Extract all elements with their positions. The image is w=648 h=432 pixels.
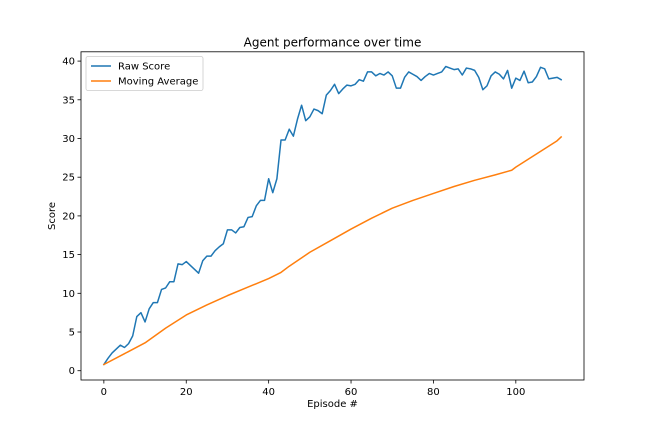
legend: Raw Score Moving Average — [85, 56, 204, 91]
x-tick-label: 60 — [345, 387, 358, 398]
y-tick-label: 25 — [62, 173, 75, 184]
y-tick-label: 40 — [62, 57, 75, 68]
x-tick-label: 80 — [427, 387, 440, 398]
y-tick-label: 0 — [69, 366, 75, 377]
y-tick-label: 35 — [62, 95, 75, 106]
y-axis: 0 5 10 15 20 25 30 35 40 — [62, 57, 81, 377]
plot-area — [102, 65, 563, 366]
y-tick-label: 10 — [62, 289, 75, 300]
x-axis-label: Episode # — [307, 399, 358, 410]
y-axis-label: Score — [47, 202, 58, 230]
series-line-moving-average — [102, 135, 563, 366]
legend-entry-label: Raw Score — [118, 62, 170, 73]
x-tick-label: 40 — [262, 387, 275, 398]
y-tick-label: 30 — [62, 134, 75, 145]
y-tick-label: 20 — [62, 211, 75, 222]
legend-entry-label: Moving Average — [118, 77, 198, 88]
y-tick-label: 15 — [62, 250, 75, 261]
chart-title: Agent performance over time — [244, 36, 422, 50]
plot-frame — [80, 51, 585, 381]
legend-box — [85, 56, 204, 91]
x-axis: 0 20 40 60 80 100 — [101, 380, 525, 398]
series-line-raw-score — [102, 65, 563, 366]
y-tick-label: 5 — [69, 328, 75, 339]
x-tick-label: 20 — [180, 387, 193, 398]
x-tick-label: 100 — [506, 387, 525, 398]
x-tick-label: 0 — [101, 387, 107, 398]
